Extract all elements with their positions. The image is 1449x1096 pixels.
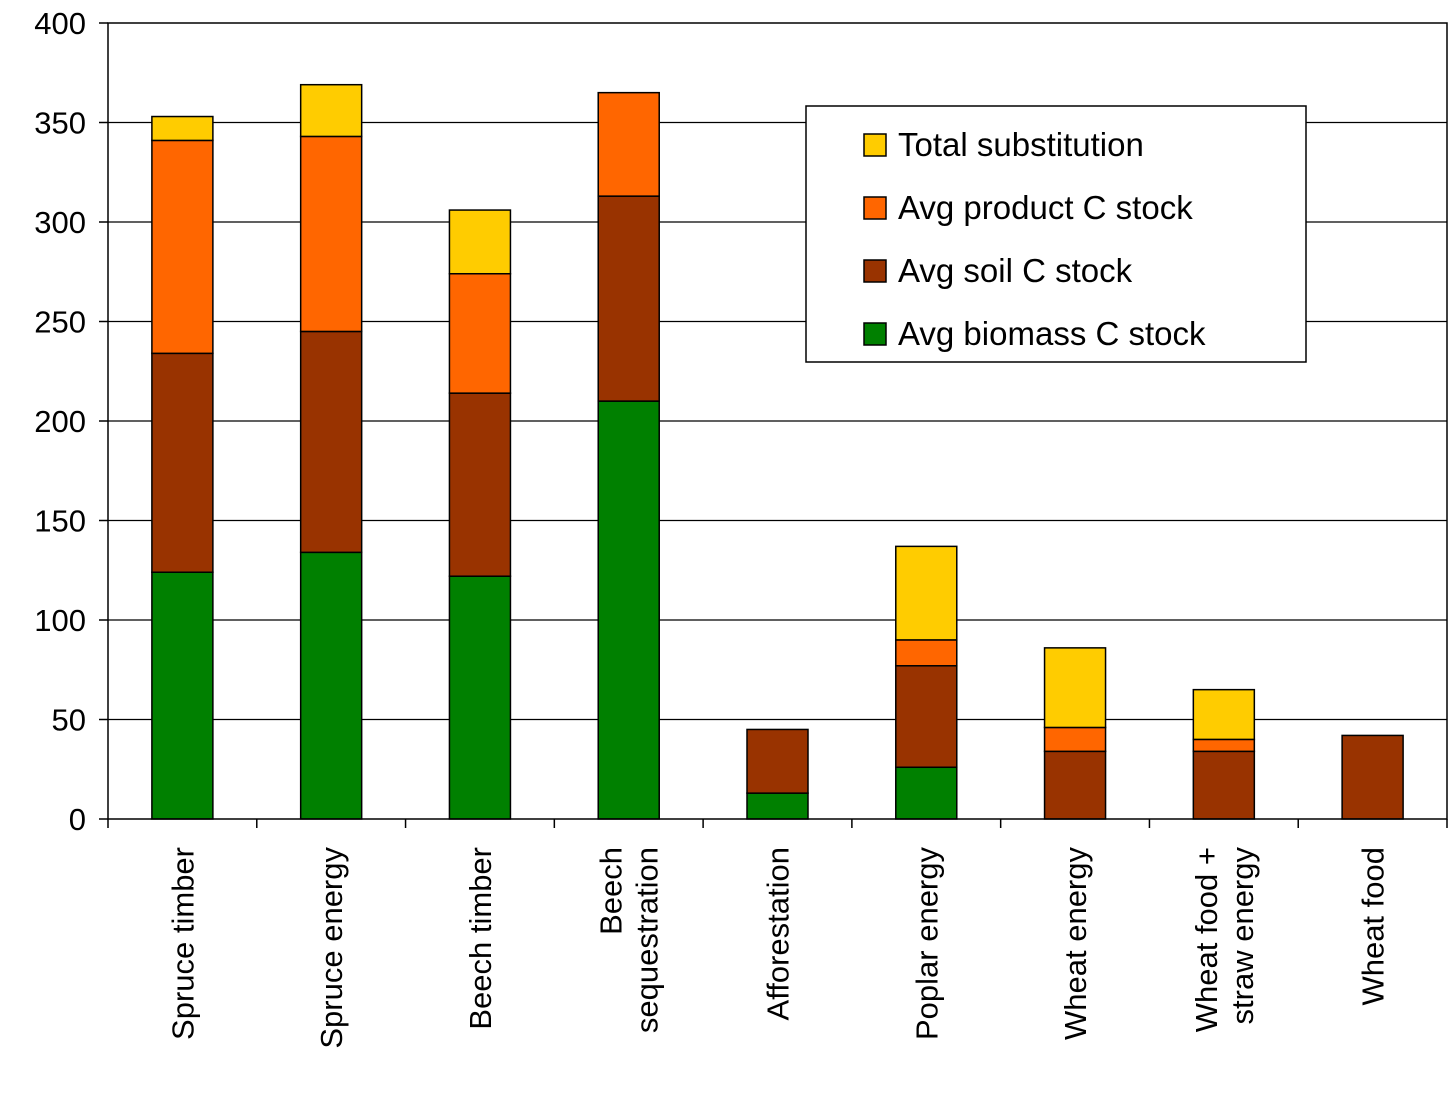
bar-1-avg-product-c-stock (299, 135, 363, 333)
x-axis-labels: Spruce timber Spruce energy Beech timber Be… (165, 847, 1390, 1049)
bar-0-total-substitution (151, 115, 214, 142)
bar-7-avg-product-c-stock (1192, 738, 1256, 753)
bar-1-total-substitution (299, 83, 363, 138)
legend-label-2: Avg soil C stock (898, 252, 1133, 289)
bar-3-avg-biomass-c-stock (597, 400, 660, 820)
y-tick-label-250: 250 (34, 305, 86, 340)
y-axis-ticks: 0 50 100 150 200 250 300 350 400 (34, 6, 108, 837)
bar-8-avg-soil-c-stock (1341, 734, 1404, 820)
bar-2-avg-soil-c-stock (448, 392, 512, 577)
legend-swatch-3 (863, 322, 887, 346)
x-category-label-1: Spruce energy (314, 847, 349, 1049)
bar-3-avg-soil-c-stock (597, 195, 660, 402)
legend-box (805, 105, 1307, 363)
bar-6-avg-product-c-stock (1043, 726, 1107, 753)
legend-label-0: Total substitution (898, 126, 1144, 163)
bar-0-avg-biomass-c-stock (151, 571, 214, 820)
y-tick-label-300: 300 (34, 205, 86, 240)
x-category-label-0: Spruce timber (165, 847, 200, 1040)
bar-1-avg-biomass-c-stock (299, 551, 363, 820)
y-tick-label-200: 200 (34, 404, 86, 439)
bar-4-avg-biomass-c-stock (746, 792, 809, 820)
bar-0-avg-soil-c-stock (151, 352, 214, 573)
legend-swatch-1 (863, 196, 887, 220)
bar-5-avg-biomass-c-stock (895, 766, 958, 820)
bar-5-total-substitution (895, 545, 958, 641)
x-category-label-7-line-1: straw energy (1225, 847, 1260, 1025)
legend-swatch-0 (863, 133, 887, 157)
bar-6-total-substitution (1043, 647, 1107, 729)
y-tick-label-0: 0 (69, 802, 86, 837)
bar-2-avg-product-c-stock (448, 272, 512, 394)
x-category-label-5: Poplar energy (909, 847, 944, 1041)
bar-1-avg-soil-c-stock (299, 330, 363, 554)
x-category-label-6: Wheat energy (1058, 847, 1093, 1040)
bar-3-avg-product-c-stock (597, 91, 660, 197)
bar-5-avg-soil-c-stock (895, 665, 958, 769)
y-tick-label-100: 100 (34, 603, 86, 638)
legend-label-1: Avg product C stock (898, 189, 1193, 226)
bar-7-total-substitution (1192, 688, 1256, 741)
x-category-label-7-line-0: Wheat food + (1189, 847, 1224, 1032)
bars (151, 83, 1404, 820)
x-category-label-2: Beech timber (463, 847, 498, 1030)
x-category-label-8: Wheat food (1356, 847, 1391, 1006)
bar-7-avg-soil-c-stock (1192, 750, 1256, 820)
bar-5-avg-product-c-stock (895, 639, 958, 667)
legend-swatch-2 (863, 259, 887, 283)
bar-2-avg-biomass-c-stock (448, 575, 512, 820)
y-tick-label-400: 400 (34, 6, 86, 41)
legend-label-3: Avg biomass C stock (898, 315, 1206, 352)
legend: Total substitution Avg product C stock Avg… (805, 105, 1307, 363)
y-tick-label-350: 350 (34, 106, 86, 141)
bar-2-total-substitution (448, 209, 512, 275)
y-tick-label-150: 150 (34, 504, 86, 539)
bar-4-avg-soil-c-stock (746, 728, 809, 794)
bar-6-avg-soil-c-stock (1043, 750, 1107, 820)
bar-0-avg-product-c-stock (151, 139, 214, 355)
x-category-label-3-line-0: Beech (594, 847, 629, 935)
x-category-label-4: Afforestation (761, 847, 796, 1020)
x-category-label-3-line-1: sequestration (630, 847, 665, 1033)
y-tick-label-50: 50 (52, 703, 86, 738)
